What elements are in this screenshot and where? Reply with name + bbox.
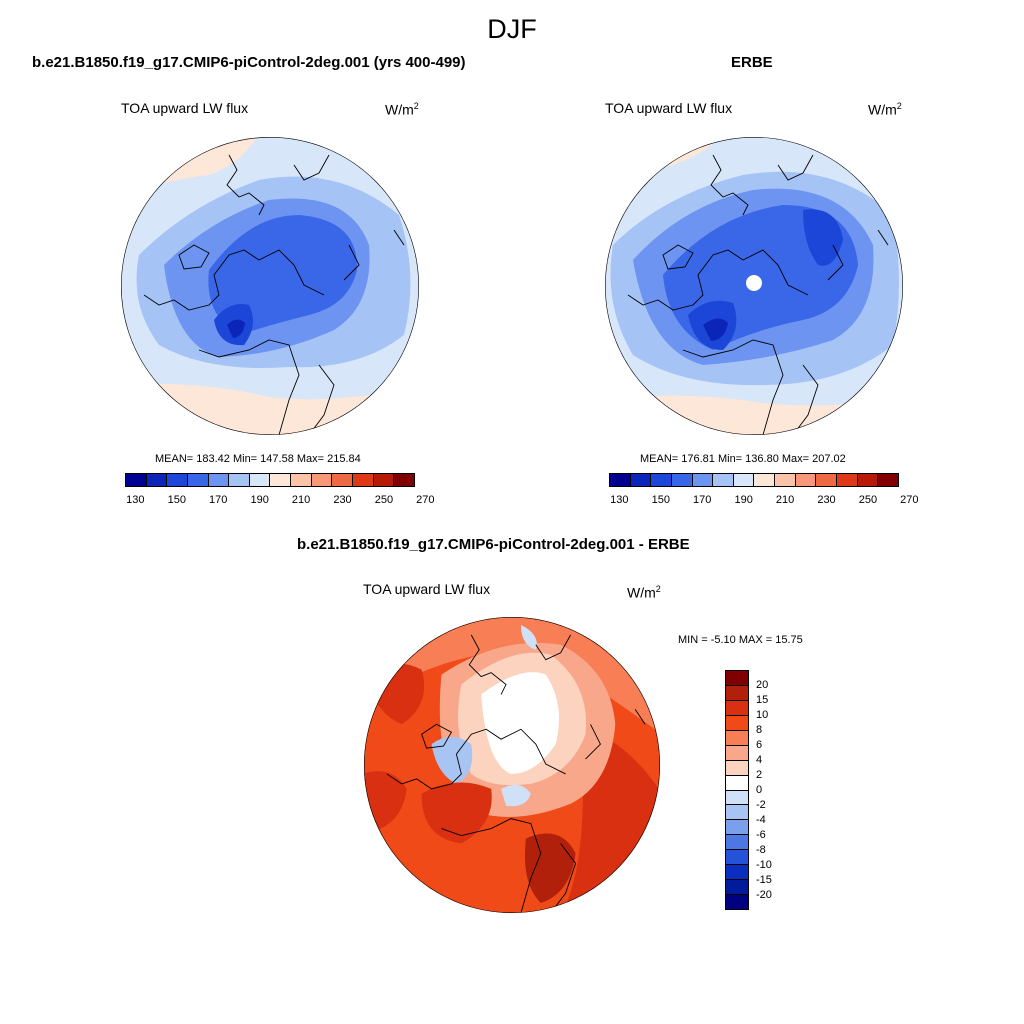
model-stats: MEAN= 183.42 Min= 147.58 Max= 215.84	[155, 453, 361, 465]
colorbar-tick-label: 210	[291, 494, 311, 506]
obs-units-label: W/m2	[868, 101, 902, 118]
model-panel-header: b.e21.B1850.f19_g17.CMIP6-piControl-2deg…	[32, 54, 466, 71]
colorbar-tick-label: 270	[900, 494, 919, 506]
colorbar-swatch	[733, 474, 755, 486]
colorbar-tick-label: 15	[756, 694, 769, 706]
colorbar-tick-label: 6	[756, 739, 763, 751]
diff-colorbar	[725, 670, 749, 910]
colorbar-tick-label: 250	[858, 494, 878, 506]
colorbar-swatch	[671, 474, 693, 486]
colorbar-tick-label: 170	[209, 494, 228, 506]
colorbar-tick-label: 130	[610, 494, 629, 506]
colorbar-swatch	[726, 865, 748, 881]
colorbar-swatch	[726, 805, 748, 821]
colorbar-swatch	[126, 474, 147, 486]
colorbar-tick-label: 170	[693, 494, 712, 506]
colorbar-swatch	[229, 474, 250, 486]
colorbar-tick-label: 190	[734, 494, 753, 506]
colorbar-swatch	[373, 474, 395, 486]
colorbar-swatch	[857, 474, 879, 486]
colorbar-swatch	[878, 474, 898, 486]
colorbar-tick-label: -10	[756, 859, 772, 871]
colorbar-tick-label: 10	[756, 709, 769, 721]
colorbar-tick-label: -4	[756, 814, 766, 826]
colorbar-swatch	[726, 850, 748, 866]
colorbar-swatch	[726, 685, 748, 701]
colorbar-tick-label: 150	[651, 494, 670, 506]
colorbar-tick-label: -8	[756, 844, 766, 856]
obs-colorbar	[609, 473, 899, 487]
colorbar-swatch	[754, 474, 776, 486]
colorbar-swatch	[610, 474, 631, 486]
obs-stats: MEAN= 176.81 Min= 136.80 Max= 207.02	[640, 453, 846, 465]
obs-colorbar-ticks: 130 150 170 190 210 230 250 270	[609, 494, 918, 508]
obs-panel-header: ERBE	[731, 54, 773, 71]
model-colorbar	[125, 473, 415, 487]
colorbar-swatch	[775, 474, 796, 486]
colorbar-tick-label: 190	[250, 494, 269, 506]
colorbar-swatch	[353, 474, 374, 486]
colorbar-swatch	[692, 474, 714, 486]
colorbar-swatch	[249, 474, 271, 486]
colorbar-swatch	[713, 474, 734, 486]
colorbar-tick-label: 210	[775, 494, 795, 506]
colorbar-swatch	[270, 474, 292, 486]
colorbar-swatch	[816, 474, 838, 486]
diff-colorbar-ticks: 20 15 10 8 6 4 2 0 -2 -4 -6 -8 -10 -15 -20	[756, 670, 796, 910]
diff-panel-header: b.e21.B1850.f19_g17.CMIP6-piControl-2deg…	[297, 536, 690, 553]
colorbar-swatch	[332, 474, 354, 486]
colorbar-swatch	[726, 820, 748, 836]
colorbar-swatch	[167, 474, 188, 486]
colorbar-tick-label: 150	[167, 494, 186, 506]
colorbar-tick-label: 230	[333, 494, 352, 506]
colorbar-tick-label: 0	[756, 784, 763, 796]
colorbar-swatch	[311, 474, 333, 486]
colorbar-swatch	[291, 474, 312, 486]
colorbar-swatch	[795, 474, 817, 486]
model-units-label: W/m2	[385, 101, 419, 118]
colorbar-swatch	[726, 790, 748, 806]
colorbar-swatch	[726, 760, 748, 776]
colorbar-tick-label: -2	[756, 799, 766, 811]
colorbar-swatch	[726, 745, 748, 761]
colorbar-tick-label: 230	[817, 494, 836, 506]
colorbar-tick-label: 8	[756, 724, 763, 736]
colorbar-tick-label: 4	[756, 754, 763, 766]
colorbar-tick-label: 130	[126, 494, 145, 506]
colorbar-swatch	[651, 474, 672, 486]
obs-polar-map	[605, 137, 903, 435]
model-polar-map	[121, 137, 419, 435]
colorbar-tick-label: 270	[416, 494, 435, 506]
colorbar-swatch	[394, 474, 414, 486]
colorbar-swatch	[726, 715, 748, 731]
main-title: DJF	[487, 14, 537, 44]
diff-variable-label: TOA upward LW flux	[363, 581, 491, 597]
colorbar-tick-label: 2	[756, 769, 763, 781]
colorbar-swatch	[837, 474, 858, 486]
colorbar-swatch	[726, 835, 748, 851]
colorbar-swatch	[726, 775, 748, 791]
diff-polar-map	[363, 616, 661, 914]
colorbar-swatch	[726, 880, 748, 896]
colorbar-swatch	[726, 700, 748, 716]
obs-variable-label: TOA upward LW flux	[605, 100, 733, 116]
diff-stats: MIN = -5.10 MAX = 15.75	[678, 634, 803, 646]
colorbar-swatch	[726, 671, 748, 686]
colorbar-tick-label: 250	[374, 494, 394, 506]
colorbar-swatch	[630, 474, 652, 486]
model-colorbar-ticks: 130 150 170 190 210 230 250 270	[125, 494, 434, 508]
diff-units-label: W/m2	[627, 584, 661, 601]
colorbar-tick-label: -20	[756, 889, 772, 901]
colorbar-tick-label: -15	[756, 874, 772, 886]
colorbar-swatch	[187, 474, 209, 486]
colorbar-tick-label: -6	[756, 829, 766, 841]
colorbar-swatch	[146, 474, 168, 486]
colorbar-swatch	[726, 895, 748, 909]
colorbar-swatch	[726, 730, 748, 746]
colorbar-swatch	[208, 474, 230, 486]
colorbar-tick-label: 20	[756, 679, 769, 691]
model-variable-label: TOA upward LW flux	[121, 100, 249, 116]
